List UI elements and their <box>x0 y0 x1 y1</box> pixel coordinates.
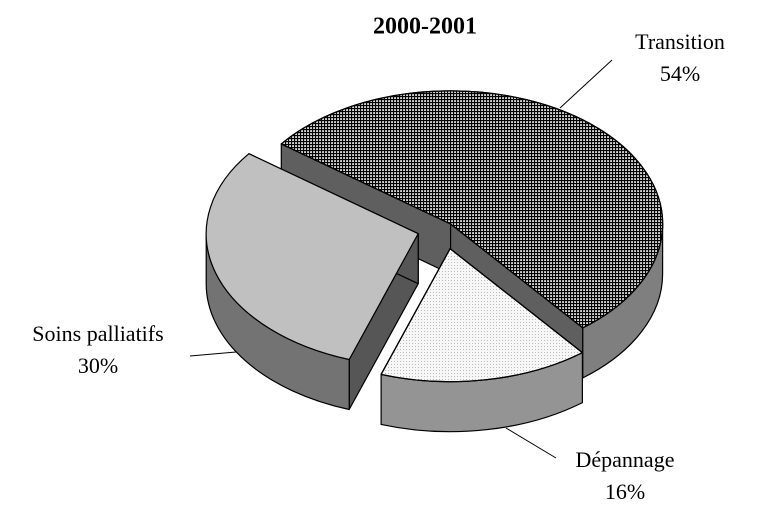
chart-title: 2000-2001 <box>373 14 477 40</box>
leader-line <box>505 427 557 459</box>
slice-label: Transition <box>635 29 725 54</box>
leader-line <box>559 59 613 109</box>
slice <box>205 153 419 361</box>
slice-value-label: 16% <box>605 479 645 504</box>
slice-value-label: 54% <box>660 61 700 86</box>
slice-value-label: 30% <box>78 353 118 378</box>
leader-line <box>189 351 237 357</box>
slice-label: Dépannage <box>576 447 675 472</box>
slice-label: Soins palliatifs <box>32 321 163 346</box>
